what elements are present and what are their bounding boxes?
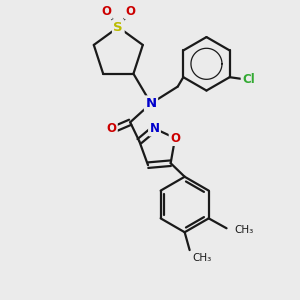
Text: Cl: Cl [242,73,255,86]
Text: O: O [101,5,111,18]
Text: O: O [106,122,116,135]
Text: S: S [113,21,123,34]
Text: CH₃: CH₃ [193,253,212,263]
Text: N: N [146,97,157,110]
Text: O: O [170,132,180,145]
Text: CH₃: CH₃ [235,225,254,235]
Text: N: N [149,122,160,135]
Text: O: O [125,5,135,18]
